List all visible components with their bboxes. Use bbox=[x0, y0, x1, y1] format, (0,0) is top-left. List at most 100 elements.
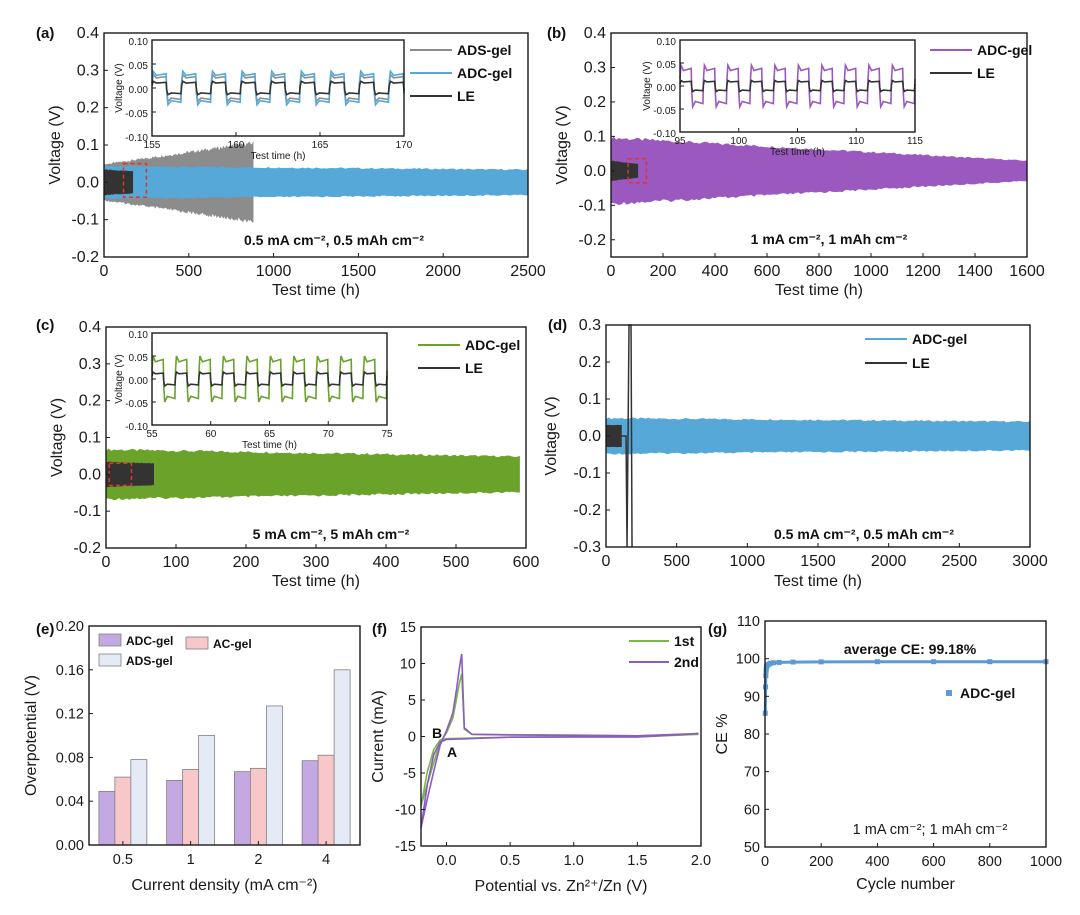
panel-label: (e) bbox=[36, 621, 54, 638]
inset-x-tick-label: 110 bbox=[848, 136, 864, 147]
cv-curve-second bbox=[420, 653, 699, 828]
y-tick-label: 0.1 bbox=[579, 391, 601, 408]
legend-le-label: LE bbox=[912, 355, 930, 371]
x-tick-label: 300 bbox=[303, 554, 330, 571]
x-tick-label: 800 bbox=[806, 263, 833, 280]
x-tick-label: 2500 bbox=[942, 553, 978, 570]
bar-adc-gel bbox=[166, 779, 184, 846]
inset-y-axis-title: Voltage (V) bbox=[114, 63, 125, 112]
panel-label: (b) bbox=[547, 25, 566, 42]
y-tick-label: -0.2 bbox=[573, 502, 601, 519]
y-tick-label: -0.1 bbox=[573, 465, 601, 482]
y-tick-label: 0.20 bbox=[56, 619, 84, 635]
y-tick-label: 0.04 bbox=[56, 794, 84, 810]
x-tick-label: 1.5 bbox=[627, 853, 647, 869]
legend-le-label: LE bbox=[457, 88, 475, 104]
inset-x-tick-label: 115 bbox=[907, 136, 923, 147]
average-ce-title: average CE: 99.18% bbox=[844, 641, 977, 657]
inset-trace-adc-gel bbox=[151, 355, 388, 403]
bar-ads-gel bbox=[333, 669, 351, 846]
y-tick-label: -0.1 bbox=[578, 197, 606, 214]
x-tick-label: 1500 bbox=[341, 263, 377, 280]
inset-trace-le bbox=[679, 79, 916, 93]
inset-y-tick-label: -0.10 bbox=[125, 422, 148, 433]
voltage-trace-le bbox=[103, 168, 134, 196]
y-tick-label: 5 bbox=[408, 693, 416, 709]
inset-y-tick-label: 0.00 bbox=[129, 376, 149, 387]
y-tick-label: 0.1 bbox=[584, 128, 606, 145]
inset-y-tick-label: 0.05 bbox=[129, 61, 149, 72]
x-tick-label: 1500 bbox=[800, 553, 836, 570]
x-tick-label: 1600 bbox=[1009, 263, 1045, 280]
y-tick-label: -15 bbox=[395, 839, 416, 855]
x-axis-title: Test time (h) bbox=[272, 282, 360, 299]
inset-y-tick-label: -0.05 bbox=[125, 109, 148, 120]
y-tick-label: 0.12 bbox=[56, 707, 84, 723]
bar-ads-gel bbox=[198, 735, 216, 846]
voltage-trace-le bbox=[610, 160, 639, 182]
inset-trace-adc-gel bbox=[679, 62, 916, 110]
inset-a: 155 160 165 170 -0.10 -0.05 0.00 0.05 0.10 Test t… bbox=[114, 37, 413, 162]
y-tick-label: -0.2 bbox=[71, 249, 99, 266]
condition-label: 5 mA cm⁻², 5 mAh cm⁻² bbox=[253, 526, 410, 542]
y-axis-title: Overpotential (V) bbox=[23, 675, 40, 796]
panel-label: (d) bbox=[548, 317, 567, 334]
x-tick-label: 1400 bbox=[957, 263, 993, 280]
x-tick-label: 1000 bbox=[1030, 854, 1062, 870]
ce-point bbox=[818, 659, 824, 665]
inset-y-tick-label: 0.05 bbox=[657, 60, 677, 71]
legend-swatch-ac-gel bbox=[185, 636, 209, 650]
legend-adc-gel-label: ADC-gel bbox=[457, 65, 512, 81]
inset-x-tick-label: 160 bbox=[228, 140, 245, 151]
y-tick-label: 10 bbox=[400, 657, 416, 673]
legend-label-adc-gel: ADC-gel bbox=[126, 634, 173, 648]
inset-x-tick-label: 60 bbox=[205, 429, 217, 440]
x-tick-label: 0 bbox=[761, 854, 769, 870]
x-axis-title: Test time (h) bbox=[775, 282, 863, 299]
y-tick-label: -10 bbox=[395, 803, 416, 819]
y-tick-label: 50 bbox=[744, 840, 760, 856]
panel-e: 0.5 1 2 4 0.00 0.04 0.08 0.12 0.16 0.20 Current de… bbox=[23, 619, 361, 894]
x-tick-label: 0 bbox=[602, 553, 611, 570]
x-tick-label: 400 bbox=[373, 554, 400, 571]
legend-label-ads-gel: ADS-gel bbox=[126, 654, 173, 668]
y-axis-title: Voltage (V) bbox=[543, 396, 560, 475]
y-tick-label: 0.3 bbox=[79, 356, 101, 373]
legend-le-label: LE bbox=[977, 65, 995, 81]
y-tick-label: 70 bbox=[744, 765, 760, 781]
y-tick-label: 0.2 bbox=[79, 393, 101, 410]
y-tick-label: 110 bbox=[737, 614, 760, 630]
y-tick-label: 0.4 bbox=[584, 25, 606, 42]
inset-x-tick-label: 70 bbox=[323, 429, 335, 440]
x-tick-label: 100 bbox=[163, 554, 190, 571]
panel-a: 0 500 1000 1500 2000 2500 -0.2 -0.1 0.0 0.1 0.2 0.3… bbox=[36, 25, 546, 299]
annotation-a: A bbox=[447, 744, 457, 760]
y-tick-label: -0.3 bbox=[573, 539, 601, 556]
inset-x-tick-label: 170 bbox=[396, 140, 413, 151]
inset-y-tick-label: 0.00 bbox=[129, 85, 149, 96]
inset-y-axis-title: Voltage (V) bbox=[642, 61, 653, 110]
y-tick-label: 90 bbox=[744, 689, 760, 705]
y-tick-label: 0.3 bbox=[584, 59, 606, 76]
inset-x-tick-label: 55 bbox=[146, 429, 158, 440]
inset-x-tick-label: 75 bbox=[381, 429, 393, 440]
inset-x-tick-label: 95 bbox=[674, 136, 686, 147]
x-axis-title: Test time (h) bbox=[272, 573, 360, 590]
x-tick-label: 2500 bbox=[510, 263, 546, 280]
y-tick-label: 0.2 bbox=[579, 354, 601, 371]
y-axis-title: Voltage (V) bbox=[554, 105, 571, 184]
inset-y-tick-label: 0.00 bbox=[657, 83, 677, 94]
inset-y-tick-label: -0.10 bbox=[653, 129, 676, 140]
y-tick-label: 0.1 bbox=[77, 137, 99, 154]
inset-x-axis-title: Test time (h) bbox=[770, 147, 825, 158]
bar-ads-gel bbox=[130, 759, 148, 846]
ce-point bbox=[874, 659, 880, 665]
y-tick-label: -5 bbox=[403, 766, 416, 782]
inset-trace-adc-gel bbox=[151, 69, 405, 107]
legend-label-adc-gel: ADC-gel bbox=[960, 685, 1015, 701]
inset-y-tick-label: 0.05 bbox=[129, 353, 149, 364]
x-tick-label: 1000 bbox=[853, 263, 889, 280]
x-tick-label: 2000 bbox=[425, 263, 461, 280]
y-tick-label: 0.00 bbox=[56, 838, 84, 854]
